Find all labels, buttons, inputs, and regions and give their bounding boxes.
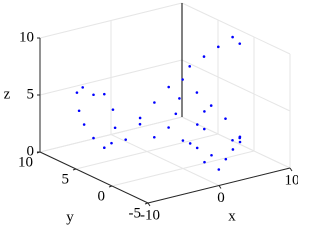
- point: [238, 42, 242, 45]
- axis-line: [39, 151, 149, 204]
- grid-line: [181, 59, 291, 112]
- point: [188, 142, 192, 145]
- y-tick-label: 0: [98, 188, 106, 204]
- y-tick-label: -5: [129, 205, 142, 221]
- x-tick-label: 10: [285, 172, 299, 188]
- point: [138, 122, 142, 126]
- point: [82, 123, 86, 126]
- grid-line: [39, 59, 183, 96]
- point: [103, 146, 106, 150]
- z-tick-label: 5: [27, 86, 35, 102]
- point: [209, 104, 213, 107]
- point: [231, 138, 234, 142]
- x-tick: [147, 202, 151, 207]
- point: [238, 140, 242, 144]
- point: [188, 65, 191, 68]
- point: [238, 136, 241, 140]
- y-tick-label: 10: [18, 154, 33, 170]
- grid-line: [110, 134, 220, 186]
- y-tick: [144, 202, 149, 205]
- point: [231, 148, 235, 151]
- grid-line: [181, 116, 291, 169]
- point: [153, 101, 156, 104]
- x-tick: [289, 167, 293, 172]
- grid-line: [75, 133, 219, 170]
- y-tick: [72, 168, 77, 171]
- point: [195, 146, 199, 150]
- point: [113, 126, 117, 130]
- point: [153, 135, 156, 139]
- point: [178, 97, 181, 100]
- point: [181, 78, 184, 81]
- z-tick-label: 0: [27, 143, 35, 159]
- x-tick-label: 0: [217, 190, 225, 206]
- point: [217, 168, 221, 171]
- point: [203, 110, 206, 113]
- point: [203, 160, 206, 164]
- point: [195, 91, 199, 94]
- x-axis-label: x: [228, 208, 236, 224]
- grid-line: [39, 116, 183, 153]
- point: [224, 117, 227, 120]
- y-tick-label: 5: [62, 171, 70, 187]
- point: [103, 92, 106, 96]
- point: [210, 153, 213, 157]
- point: [77, 109, 81, 113]
- y-axis-label: y: [66, 209, 74, 225]
- point: [81, 86, 84, 89]
- point: [174, 112, 178, 116]
- point: [124, 138, 127, 141]
- point: [224, 157, 228, 161]
- point: [167, 126, 170, 129]
- point: [196, 123, 199, 126]
- point: [167, 85, 170, 89]
- point: [203, 127, 206, 131]
- grid-line: [39, 2, 183, 39]
- point: [92, 93, 95, 97]
- point: [75, 91, 79, 94]
- z-axis-label: z: [4, 86, 11, 102]
- grid-line: [181, 2, 291, 55]
- point: [110, 141, 113, 145]
- x-tick-label: -10: [140, 207, 160, 223]
- z-tick-label: 10: [19, 29, 34, 45]
- point: [92, 136, 95, 140]
- y-tick: [108, 185, 113, 188]
- point: [231, 35, 234, 39]
- point: [217, 45, 220, 49]
- point: [202, 55, 206, 58]
- point: [138, 116, 142, 120]
- x-tick: [218, 185, 222, 189]
- grid-line: [111, 150, 255, 187]
- point: [111, 108, 115, 111]
- point: [181, 139, 185, 142]
